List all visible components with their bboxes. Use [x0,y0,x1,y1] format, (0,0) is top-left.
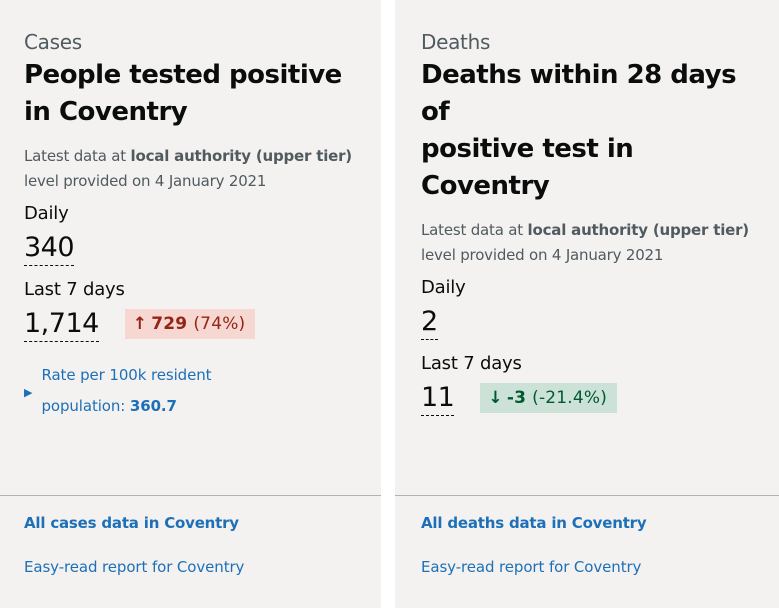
easy-read-link[interactable]: Easy-read report for Coventry [421,558,642,576]
all-cases-link[interactable]: All cases data in Coventry [24,514,239,532]
change-delta: 729 [151,314,188,334]
deaths-card: Deaths Deaths within 28 days of positive… [395,0,779,608]
arrow-down-icon: ↓ [488,388,503,408]
all-deaths-link[interactable]: All deaths data in Coventry [421,514,647,532]
daily-value[interactable]: 2 [421,305,438,340]
meta-suffix: level provided on 4 January 2021 [24,172,267,190]
week-label: Last 7 days [421,353,522,374]
change-delta: -3 [506,388,527,408]
daily-row: 340 [24,228,365,268]
card-title-line-2: positive test in Coventry [421,134,634,201]
meta-area: local authority (upper tier) [130,147,353,165]
daily-label: Daily [421,277,466,298]
daily-value[interactable]: 340 [24,231,75,266]
arrow-up-icon: ↑ [132,314,148,334]
triangle-right-icon: ▶ [24,385,33,399]
daily-row: 2 [421,302,763,342]
week-value[interactable]: 1,714 [24,307,99,342]
card-meta: Latest data at local authority (upper ti… [24,144,365,194]
card-meta: Latest data at local authority (upper ti… [421,218,763,268]
card-category: Cases [24,30,82,54]
change-percent: (74%) [193,314,246,334]
meta-prefix: Latest data at [24,147,131,165]
meta-prefix: Latest data at [421,221,528,239]
week-label: Last 7 days [24,279,125,300]
card-title-line-1: People tested positive [24,60,342,90]
rate-disclosure[interactable]: ▶ Rate per 100k resident population: 360… [24,360,241,422]
card-category: Deaths [421,30,491,54]
divider [395,495,779,496]
cases-card: Cases People tested positive in Coventry… [0,0,381,608]
meta-area: local authority (upper tier) [527,221,750,239]
rate-line-2-prefix: population: [41,397,130,415]
card-title-line-1: Deaths within 28 days of [421,60,737,127]
week-row: 11 ↓ -3 (-21.4%) [421,378,763,418]
change-badge: ↑ 729 (74%) [124,309,256,339]
change-percent: (-21.4%) [532,388,608,408]
week-row: 1,714 ↑ 729 (74%) [24,304,365,344]
week-value[interactable]: 11 [421,381,455,416]
card-title: Deaths within 28 days of positive test i… [421,57,763,205]
meta-suffix: level provided on 4 January 2021 [421,246,664,264]
divider [0,495,381,496]
rate-value: 360.7 [129,397,177,415]
change-badge: ↓ -3 (-21.4%) [480,383,618,413]
easy-read-link[interactable]: Easy-read report for Coventry [24,558,245,576]
card-title-line-2: in Coventry [24,97,188,127]
daily-label: Daily [24,203,69,224]
rate-text: Rate per 100k resident population: 360.7 [41,360,241,422]
rate-line-1: Rate per 100k resident [41,366,212,384]
card-title: People tested positive in Coventry [24,57,365,131]
